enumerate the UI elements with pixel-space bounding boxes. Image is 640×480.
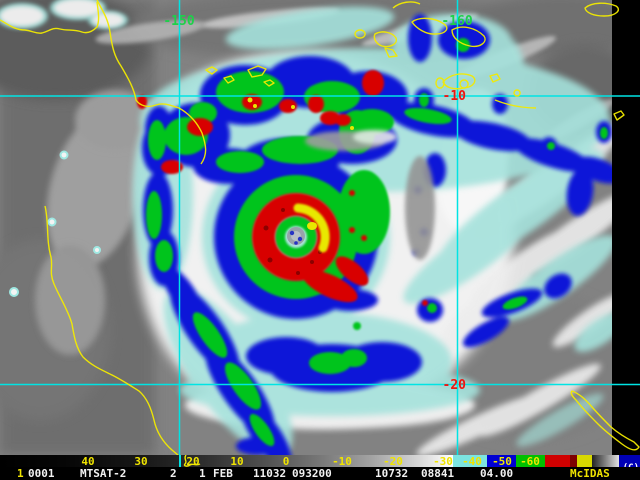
date-day: 1 bbox=[199, 467, 206, 480]
tick-0: 0 bbox=[282, 455, 290, 468]
tick-20: 20 bbox=[186, 455, 200, 468]
colorbar-yellow-segment bbox=[577, 455, 592, 467]
tick-m20: -20 bbox=[383, 455, 403, 468]
cyclone-eye bbox=[287, 227, 305, 245]
isolated-cells bbox=[9, 150, 101, 297]
lat-label-10: -10 bbox=[443, 89, 467, 104]
coast-gulf-south bbox=[0, 1, 100, 34]
tick-10: 10 bbox=[230, 455, 244, 468]
dry-slots bbox=[305, 130, 435, 260]
tick-m30: -30 bbox=[433, 455, 453, 468]
enh-red-layer bbox=[137, 70, 428, 306]
islands-solomons bbox=[354, 1, 486, 58]
status-value-b: 08841 bbox=[421, 467, 455, 480]
tick-40: 40 bbox=[81, 455, 95, 468]
coastline-overlay bbox=[0, 0, 640, 455]
date-month: FEB bbox=[213, 467, 233, 480]
satellite-name: MTSAT-2 bbox=[80, 467, 127, 480]
tick-30: 30 bbox=[134, 455, 148, 468]
colorbar-coldest-segment: (C) bbox=[619, 455, 640, 473]
status-value-c: 04.00 bbox=[480, 467, 514, 480]
status-bar: 1 0001 MTSAT-2 2 1 FEB 11032 093200 1073… bbox=[0, 467, 640, 480]
colorbar-cold-gray-ramp bbox=[592, 455, 619, 467]
satellite-image: -150 -160 -10 -20 bbox=[0, 0, 640, 455]
colorbar-green-segment bbox=[516, 455, 545, 467]
colorbar-gray-ramp bbox=[0, 455, 453, 467]
mcidas-brand: McIDAS bbox=[570, 467, 610, 480]
date-yyddd: 11032 bbox=[253, 467, 287, 480]
island-top-right bbox=[584, 2, 625, 121]
tick-m10: -10 bbox=[332, 455, 352, 468]
lon-label-160: -160 bbox=[441, 14, 472, 29]
islands-torres bbox=[205, 65, 275, 87]
islands-vanuatu bbox=[435, 73, 537, 109]
tick-m50: -50 bbox=[492, 455, 512, 468]
coast-queensland bbox=[44, 205, 179, 455]
colorbar-red-segment bbox=[545, 455, 570, 467]
frame-number: 1 bbox=[17, 467, 24, 480]
lon-label-150: -150 bbox=[163, 14, 194, 29]
tick-m40: -40 bbox=[462, 455, 482, 468]
topleft-cloud-patches bbox=[0, 0, 128, 29]
latlon-grid bbox=[0, 0, 640, 455]
status-value-a: 10732 bbox=[375, 467, 409, 480]
no-data-column bbox=[612, 0, 640, 455]
band-number: 2 bbox=[170, 467, 177, 480]
lat-label-20: -20 bbox=[443, 378, 467, 393]
colorbar-cyan-segment bbox=[453, 455, 487, 467]
time-hhmmss: 093200 bbox=[292, 467, 332, 480]
image-id: 0001 bbox=[28, 467, 55, 480]
temperature-colorbar: (C) 40 30 20 10 0 -10 -20 -30 -40 -50 -6… bbox=[0, 455, 640, 473]
coast-cape-york bbox=[96, 0, 207, 165]
colorbar-blue-segment bbox=[487, 455, 516, 467]
grid-tick-lon-150 bbox=[179, 455, 181, 467]
tick-m60: -60 bbox=[520, 455, 540, 468]
enh-yellow-layer bbox=[247, 97, 354, 253]
island-new-caledonia bbox=[570, 390, 640, 451]
colorbar-darkred-segment bbox=[570, 455, 577, 467]
